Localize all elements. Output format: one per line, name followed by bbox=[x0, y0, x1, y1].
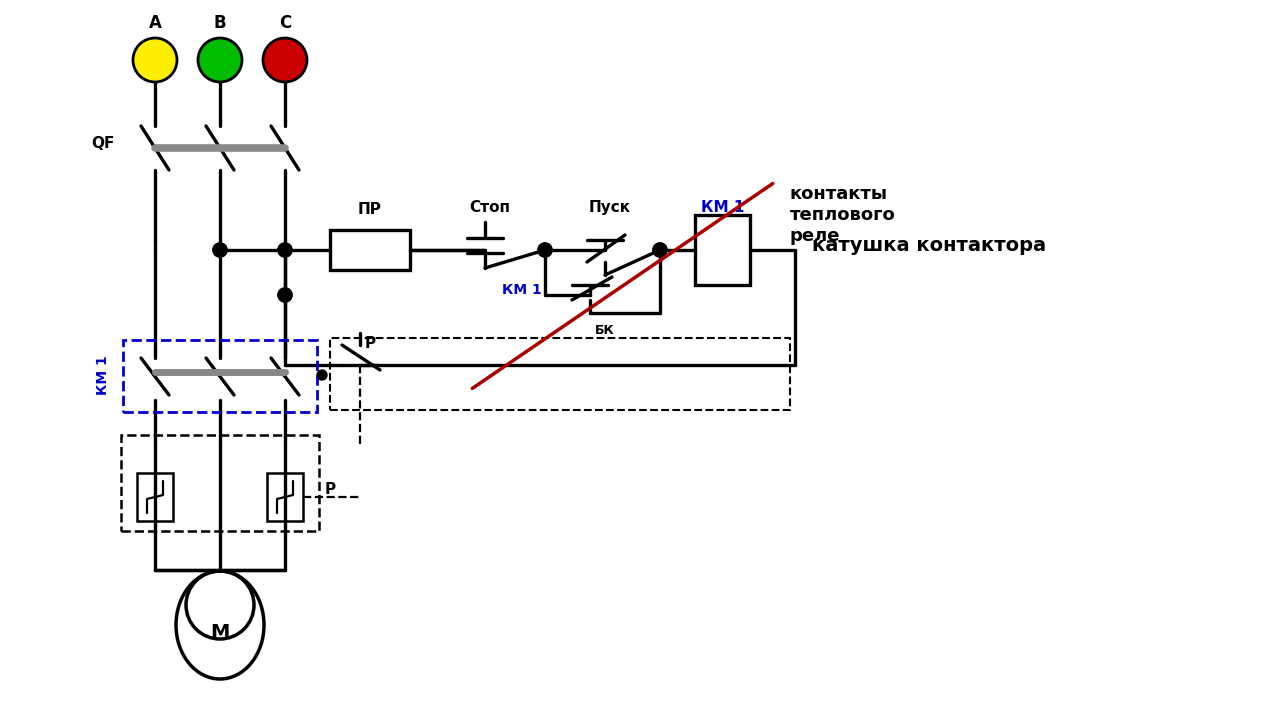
Bar bbox=[330, 338, 790, 410]
Text: Р: Р bbox=[325, 482, 337, 497]
Text: контакты
теплового
реле: контакты теплового реле bbox=[790, 185, 896, 245]
Text: QF: QF bbox=[92, 135, 115, 150]
Text: КМ 1: КМ 1 bbox=[96, 355, 110, 395]
Text: ПР: ПР bbox=[358, 202, 381, 217]
Text: Пуск: Пуск bbox=[589, 199, 631, 215]
Circle shape bbox=[278, 288, 292, 302]
Circle shape bbox=[538, 243, 552, 257]
Text: Р: Р bbox=[365, 336, 376, 351]
Text: A: A bbox=[148, 14, 161, 32]
Circle shape bbox=[278, 243, 292, 257]
Text: КМ 1: КМ 1 bbox=[502, 283, 541, 297]
Circle shape bbox=[133, 38, 177, 82]
Text: Стоп: Стоп bbox=[470, 199, 511, 215]
Bar bbox=[268, 473, 303, 521]
Text: C: C bbox=[279, 14, 291, 32]
Circle shape bbox=[212, 243, 227, 257]
Bar bbox=[122, 435, 319, 531]
Circle shape bbox=[278, 288, 292, 302]
Circle shape bbox=[198, 38, 242, 82]
Text: B: B bbox=[214, 14, 227, 32]
Bar bbox=[137, 473, 173, 521]
Bar bbox=[695, 215, 750, 285]
Text: катушка контактора: катушка контактора bbox=[812, 235, 1046, 254]
Bar bbox=[330, 230, 410, 270]
Circle shape bbox=[212, 243, 227, 257]
Circle shape bbox=[653, 243, 667, 257]
Text: КМ 1: КМ 1 bbox=[701, 199, 744, 215]
Circle shape bbox=[653, 243, 667, 257]
Circle shape bbox=[278, 243, 292, 257]
Bar bbox=[123, 340, 317, 412]
Circle shape bbox=[262, 38, 307, 82]
Text: М: М bbox=[210, 623, 229, 642]
Circle shape bbox=[538, 243, 552, 257]
Circle shape bbox=[317, 370, 326, 380]
Text: БК: БК bbox=[595, 323, 614, 336]
